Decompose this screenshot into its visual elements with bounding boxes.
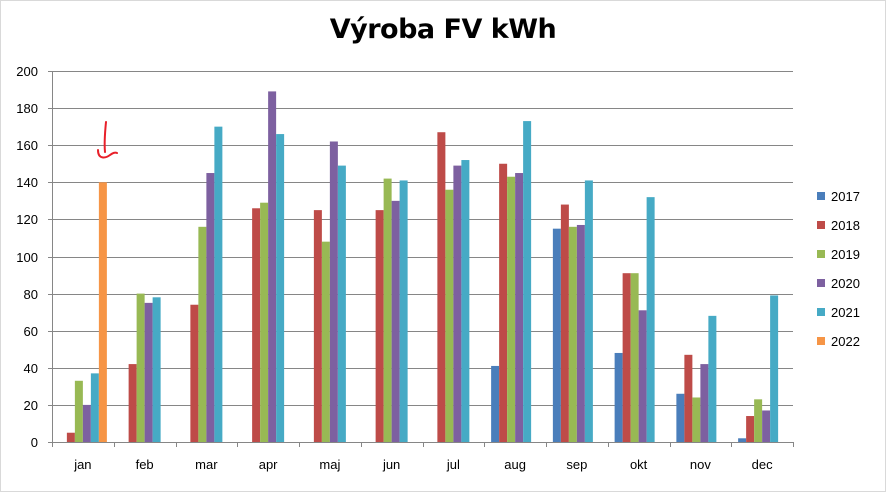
bar-2019-nov xyxy=(692,397,701,442)
bar-2021-jan xyxy=(90,373,99,442)
bar-2021-okt xyxy=(646,197,655,442)
bar-2020-okt xyxy=(638,310,647,442)
bar-2019-jul xyxy=(445,189,454,442)
bar-2020-aug xyxy=(515,173,524,442)
bar-2022-jan xyxy=(98,182,107,443)
bar-2018-maj xyxy=(313,210,322,442)
bar-2021-feb xyxy=(152,297,161,442)
y-tick-label: 100 xyxy=(16,250,38,265)
x-tick-label: jul xyxy=(446,457,460,472)
bar-2019-maj xyxy=(321,241,330,442)
legend-label-2021: 2021 xyxy=(831,305,860,320)
legend-swatch-2019 xyxy=(817,250,825,258)
legend-swatch-2017 xyxy=(817,192,825,200)
y-tick-label: 180 xyxy=(16,101,38,116)
bar-2019-dec xyxy=(754,399,763,442)
legend-label-2022: 2022 xyxy=(831,334,860,349)
legend-label-2017: 2017 xyxy=(831,189,860,204)
bar-2017-nov xyxy=(676,393,685,442)
y-tick-label: 120 xyxy=(16,212,38,227)
bar-2020-sep xyxy=(576,224,585,442)
x-tick-label: mar xyxy=(195,457,218,472)
legend-swatch-2020 xyxy=(817,279,825,287)
y-tick-label: 20 xyxy=(24,398,38,413)
bar-2017-sep xyxy=(552,228,561,442)
bar-2018-sep xyxy=(560,204,569,442)
bar-2021-sep xyxy=(584,180,593,442)
bar-2017-okt xyxy=(614,352,623,442)
bar-2019-aug xyxy=(507,176,516,443)
bar-2019-feb xyxy=(136,293,145,442)
x-tick-label: okt xyxy=(630,457,648,472)
bar-2021-aug xyxy=(523,121,532,443)
bar-2019-okt xyxy=(630,273,639,442)
x-tick-label: jun xyxy=(382,457,400,472)
y-tick-label: 40 xyxy=(24,361,38,376)
x-tick-label: maj xyxy=(319,457,340,472)
y-tick-label: 0 xyxy=(31,435,38,450)
bar-2018-okt xyxy=(622,273,631,442)
x-tick-label: aug xyxy=(504,457,526,472)
y-tick-label: 160 xyxy=(16,138,38,153)
bar-2020-jan xyxy=(82,404,91,442)
x-tick-label: nov xyxy=(690,457,711,472)
legend-swatch-2022 xyxy=(817,337,825,345)
bar-2021-mar xyxy=(214,126,223,443)
legend-label-2019: 2019 xyxy=(831,247,860,262)
x-tick-label: feb xyxy=(136,457,154,472)
bar-2019-mar xyxy=(198,226,207,442)
bar-2018-dec xyxy=(746,416,755,442)
bar-2020-jul xyxy=(453,165,462,443)
bar-2021-jul xyxy=(461,160,470,443)
bar-2020-dec xyxy=(762,410,771,442)
bar-2018-jan xyxy=(66,432,75,442)
legend-label-2020: 2020 xyxy=(831,276,860,291)
bar-2018-jul xyxy=(437,132,446,442)
bar-2018-apr xyxy=(252,208,261,442)
bar-2021-apr xyxy=(276,134,285,442)
y-tick-label: 200 xyxy=(16,64,38,79)
y-tick-label: 140 xyxy=(16,175,38,190)
x-tick-label: dec xyxy=(752,457,773,472)
handwritten-arrow-annotation xyxy=(97,121,118,159)
bar-2020-mar xyxy=(206,173,215,442)
bar-2019-sep xyxy=(568,226,577,442)
x-tick-label: sep xyxy=(566,457,587,472)
bar-2019-apr xyxy=(260,202,269,442)
bar-2021-nov xyxy=(708,315,717,442)
bar-2020-maj xyxy=(329,141,338,443)
legend-label-2018: 2018 xyxy=(831,218,860,233)
bar-2018-aug xyxy=(499,163,508,442)
bar-2020-feb xyxy=(144,302,153,442)
bar-2017-dec xyxy=(738,438,747,442)
x-tick-label: jan xyxy=(73,457,91,472)
bar-2017-aug xyxy=(491,365,500,442)
chart-title: Výroba FV kWh xyxy=(329,14,557,45)
bar-2018-feb xyxy=(128,364,137,442)
y-tick-label: 60 xyxy=(24,324,38,339)
bar-2021-maj xyxy=(337,165,346,443)
bar-2019-jun xyxy=(383,178,392,442)
y-tick-label: 80 xyxy=(24,287,38,302)
bar-2020-nov xyxy=(700,364,709,442)
x-tick-label: apr xyxy=(259,457,278,472)
bar-2020-jun xyxy=(391,200,400,442)
bar-2018-nov xyxy=(684,354,693,442)
bar-2021-jun xyxy=(399,180,408,442)
legend-swatch-2018 xyxy=(817,221,825,229)
legend-swatch-2021 xyxy=(817,308,825,316)
bar-2018-jun xyxy=(375,210,384,442)
bar-2019-jan xyxy=(74,380,83,442)
bar-2018-mar xyxy=(190,304,199,442)
bar-2020-apr xyxy=(268,91,277,442)
bar-2021-dec xyxy=(770,295,779,442)
